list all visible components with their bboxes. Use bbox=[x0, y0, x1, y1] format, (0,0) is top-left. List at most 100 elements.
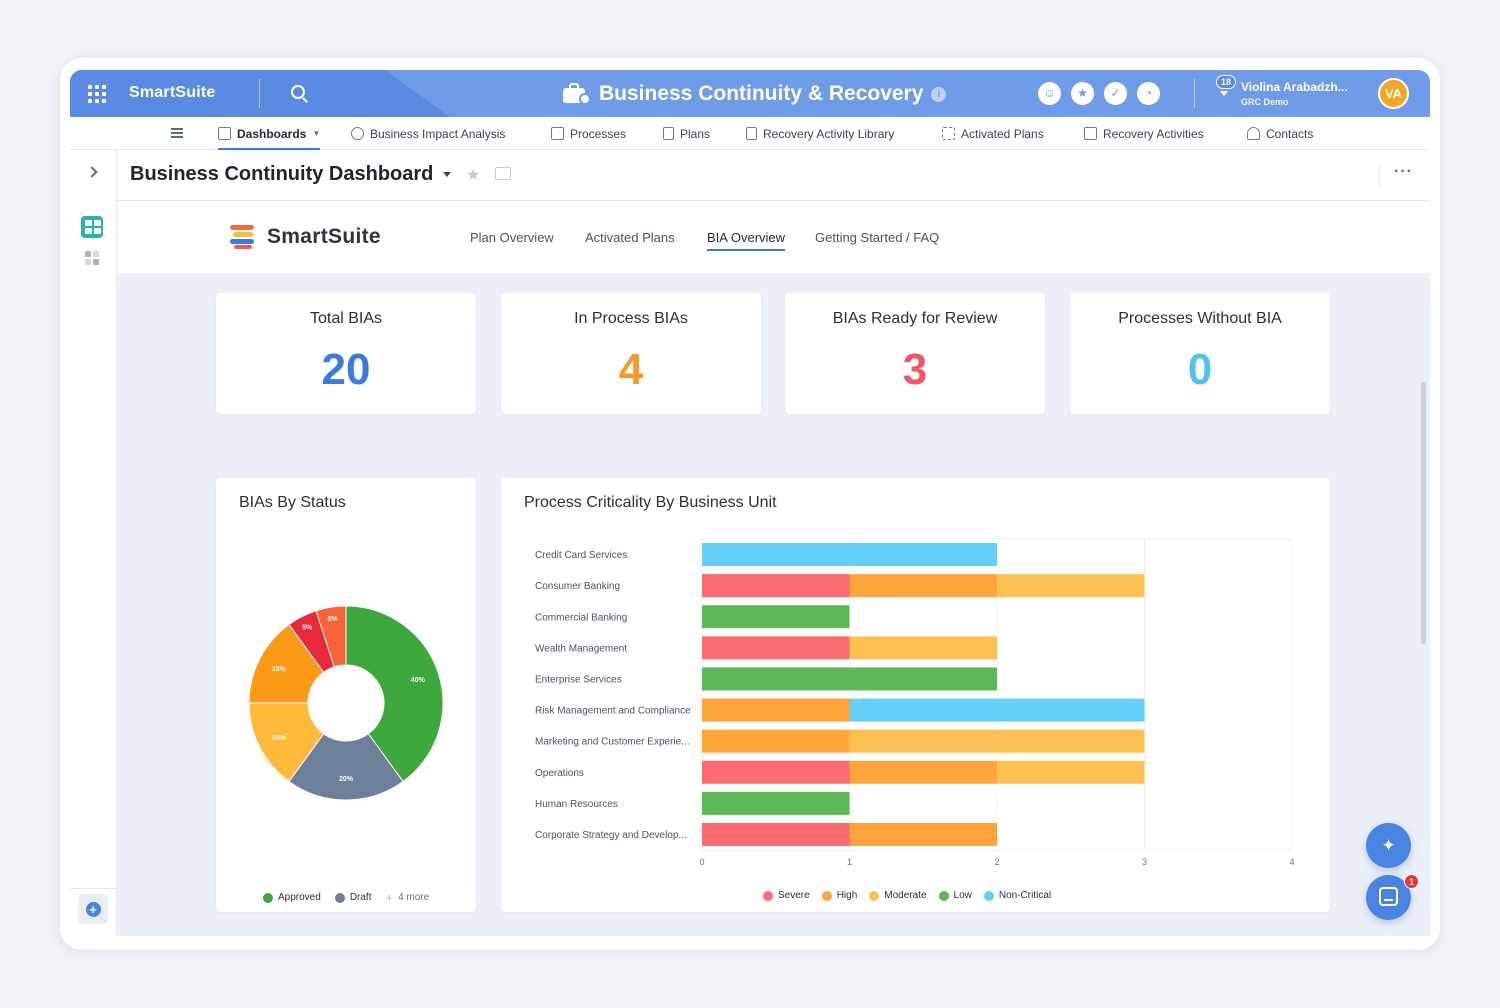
nav-label: Plans bbox=[680, 126, 711, 141]
donut-slice[interactable] bbox=[248, 623, 325, 704]
alternate-view-icon[interactable] bbox=[85, 251, 99, 265]
left-sidebar: + bbox=[70, 150, 117, 936]
legend-label: Moderate bbox=[884, 890, 927, 901]
bar-segment[interactable] bbox=[702, 636, 850, 660]
bar-segment[interactable] bbox=[702, 822, 850, 846]
menu-hamburger-icon[interactable] bbox=[171, 128, 183, 138]
legend-more[interactable]: +4 more bbox=[385, 890, 429, 905]
user-name[interactable]: Violina Arabadzh... bbox=[1241, 80, 1348, 94]
chart-legend: Approved Draft +4 more bbox=[263, 890, 429, 905]
notifications-bell-icon[interactable]: ◔ bbox=[1137, 82, 1160, 105]
bar-segment[interactable] bbox=[702, 667, 997, 691]
info-icon[interactable]: i bbox=[931, 86, 947, 102]
team-icon[interactable]: ☺ bbox=[1038, 82, 1061, 105]
nav-processes[interactable]: Processes bbox=[551, 117, 626, 150]
add-view-button[interactable]: + bbox=[78, 894, 108, 924]
process-criticality-card: Process Criticality By Business Unit 0 1 2… bbox=[501, 478, 1330, 912]
logo-text: SmartSuite bbox=[267, 225, 381, 248]
bar-segment[interactable] bbox=[849, 760, 998, 784]
avatar[interactable]: VA bbox=[1378, 78, 1409, 109]
x-tick-label: 4 bbox=[1289, 857, 1294, 867]
kpi-card-total-bias[interactable]: Total BIAs 20 bbox=[216, 293, 476, 414]
slice-label: 5% bbox=[328, 616, 339, 623]
legend-swatch bbox=[869, 890, 880, 901]
chat-button[interactable] bbox=[1366, 875, 1411, 920]
dashboard-icon bbox=[218, 127, 231, 140]
nav-recovery-activities[interactable]: Recovery Activities bbox=[1084, 117, 1204, 150]
category-label: Wealth Management bbox=[535, 643, 627, 654]
bar-segment[interactable] bbox=[702, 791, 850, 815]
bar-segment[interactable] bbox=[702, 543, 997, 567]
chevron-down-icon[interactable] bbox=[443, 172, 451, 177]
tab-activated-plans[interactable]: Activated Plans bbox=[585, 230, 675, 245]
nav-activated-plans[interactable]: Activated Plans bbox=[942, 117, 1044, 150]
bar-segment[interactable] bbox=[997, 574, 1145, 598]
bar-segment[interactable] bbox=[997, 760, 1145, 784]
slice-label: 15% bbox=[272, 735, 287, 742]
kpi-card-processes-without-bia[interactable]: Processes Without BIA 0 bbox=[1070, 293, 1330, 414]
donut-slice[interactable] bbox=[248, 702, 325, 783]
legend-swatch bbox=[763, 890, 773, 901]
bar-segment[interactable] bbox=[702, 605, 850, 629]
bar-segment[interactable] bbox=[849, 729, 1145, 753]
donut-slice[interactable] bbox=[345, 605, 444, 783]
brand-area bbox=[70, 70, 450, 117]
favorites-star-icon[interactable]: ★ bbox=[1071, 82, 1094, 105]
expand-sidebar-chevron-icon[interactable] bbox=[86, 166, 98, 178]
bar-segment[interactable] bbox=[702, 760, 850, 784]
page-title[interactable]: Business Continuity Dashboard bbox=[130, 163, 434, 185]
legend-swatch bbox=[334, 892, 345, 903]
app-title-text: Business Continuity & Recovery bbox=[599, 82, 924, 105]
bar-segment[interactable] bbox=[849, 636, 998, 660]
legend-label: Low bbox=[953, 890, 972, 901]
account-dropdown-icon[interactable] bbox=[1220, 91, 1228, 96]
legend-item-severe[interactable]: Severe bbox=[763, 890, 810, 901]
search-icon[interactable] bbox=[291, 85, 305, 99]
legend-label: Approved bbox=[278, 892, 321, 903]
tab-plan-overview[interactable]: Plan Overview bbox=[470, 230, 554, 245]
bar-segment[interactable] bbox=[702, 574, 850, 598]
bar-segment[interactable] bbox=[702, 698, 850, 722]
nav-plans[interactable]: Plans bbox=[663, 117, 710, 150]
nav-contacts[interactable]: Contacts bbox=[1247, 117, 1313, 150]
donut-slice[interactable] bbox=[288, 733, 404, 801]
nav-dashboards[interactable]: Dashboards ▼ bbox=[218, 117, 321, 150]
legend-item-moderate[interactable]: Moderate bbox=[869, 890, 927, 901]
bar-segment[interactable] bbox=[849, 574, 998, 598]
chat-icon bbox=[1379, 887, 1398, 906]
nav-business-impact-analysis[interactable]: Business Impact Analysis bbox=[351, 117, 505, 150]
tab-getting-started-faq[interactable]: Getting Started / FAQ bbox=[815, 230, 940, 245]
share-icon[interactable] bbox=[495, 167, 511, 180]
category-label: Corporate Strategy and Develop... bbox=[535, 830, 687, 841]
app-title: Business Continuity & Recovery i bbox=[563, 80, 947, 108]
tab-bia-overview[interactable]: BIA Overview bbox=[707, 230, 786, 251]
kpi-label: In Process BIAs bbox=[574, 310, 688, 327]
legend-item-high[interactable]: High bbox=[821, 890, 857, 901]
legend-item-approved[interactable]: Approved bbox=[263, 892, 321, 903]
kpi-card-bias-ready-for-review[interactable]: BIAs Ready for Review 3 bbox=[785, 293, 1045, 414]
donut-slice[interactable] bbox=[315, 605, 347, 668]
legend-item-low[interactable]: Low bbox=[938, 890, 972, 901]
favorite-star-icon[interactable]: ★ bbox=[466, 167, 481, 184]
bar-segment[interactable] bbox=[702, 729, 850, 753]
legend-label: Draft bbox=[349, 892, 372, 903]
kpi-value: 0 bbox=[1187, 345, 1213, 394]
apps-grid-icon[interactable] bbox=[88, 85, 106, 103]
dashboard-view-icon[interactable] bbox=[81, 216, 103, 238]
dashboard-content: SmartSuite Plan Overview Activated Plans… bbox=[117, 201, 1430, 936]
legend-item-non-critical[interactable]: Non-Critical bbox=[983, 890, 1051, 901]
brand-name[interactable]: SmartSuite bbox=[129, 84, 216, 101]
kpi-card-in-process-bias[interactable]: In Process BIAs 4 bbox=[501, 293, 761, 414]
legend-item-draft[interactable]: Draft bbox=[334, 892, 372, 903]
more-options-icon[interactable]: ··· bbox=[1394, 163, 1413, 180]
activities-icon bbox=[1084, 127, 1097, 140]
bia-icon bbox=[351, 127, 364, 140]
ai-assistant-button[interactable]: ✦ bbox=[1366, 823, 1411, 868]
bar-segment[interactable] bbox=[849, 822, 998, 846]
check-icon[interactable]: ✓ bbox=[1104, 82, 1127, 105]
x-tick-label: 3 bbox=[1142, 857, 1147, 867]
nav-recovery-activity-library[interactable]: Recovery Activity Library bbox=[746, 117, 894, 150]
bar-segment[interactable] bbox=[849, 698, 1145, 722]
smartsuite-logo-icon bbox=[230, 225, 254, 249]
vertical-scrollbar[interactable] bbox=[1421, 382, 1426, 644]
